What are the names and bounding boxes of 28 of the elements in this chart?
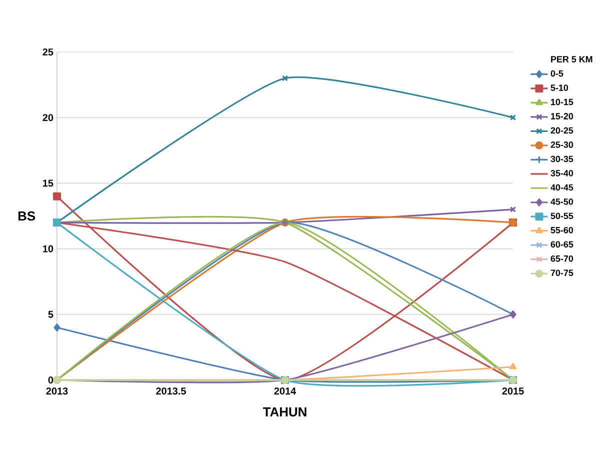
legend-label: 65-70 xyxy=(550,255,574,262)
legend-label: 70-75 xyxy=(550,270,574,276)
legend-label: 25-30 xyxy=(550,142,574,148)
legend-label: 55-60 xyxy=(550,226,574,234)
legend-label: 15-20 xyxy=(551,113,574,120)
legend-label: 35-40 xyxy=(550,170,574,176)
y-tick-label: 5 xyxy=(48,310,54,318)
legend-label: 50-55 xyxy=(550,212,574,220)
y-tick-label: 25 xyxy=(42,48,54,56)
legend-label: 20-25 xyxy=(550,127,574,134)
x-tick-label: 2014 xyxy=(274,388,296,395)
x-tick-label: 2013.5 xyxy=(156,388,186,395)
y-tick-label: 0 xyxy=(48,376,54,384)
legend-label: 5-10 xyxy=(550,84,568,91)
y-tick-label: 15 xyxy=(43,180,54,187)
x-tick-label: 2013 xyxy=(46,388,68,395)
legend-label: 30-35 xyxy=(550,156,574,162)
x-axis-title: TAHUN xyxy=(262,407,306,416)
legend-label: 0-5 xyxy=(550,70,564,77)
legend-label: 45-50 xyxy=(550,198,574,205)
y-tick-label: 20 xyxy=(42,114,54,122)
x-tick-label: 2015 xyxy=(502,388,524,395)
y-tick-label: 10 xyxy=(43,245,54,252)
legend-label: 60-65 xyxy=(550,241,574,248)
legend-title: PER 5 KM xyxy=(551,56,592,62)
legend-label: 40-45 xyxy=(550,184,574,191)
legend-label: 10-15 xyxy=(551,98,574,106)
y-axis-title: BS xyxy=(18,211,36,221)
